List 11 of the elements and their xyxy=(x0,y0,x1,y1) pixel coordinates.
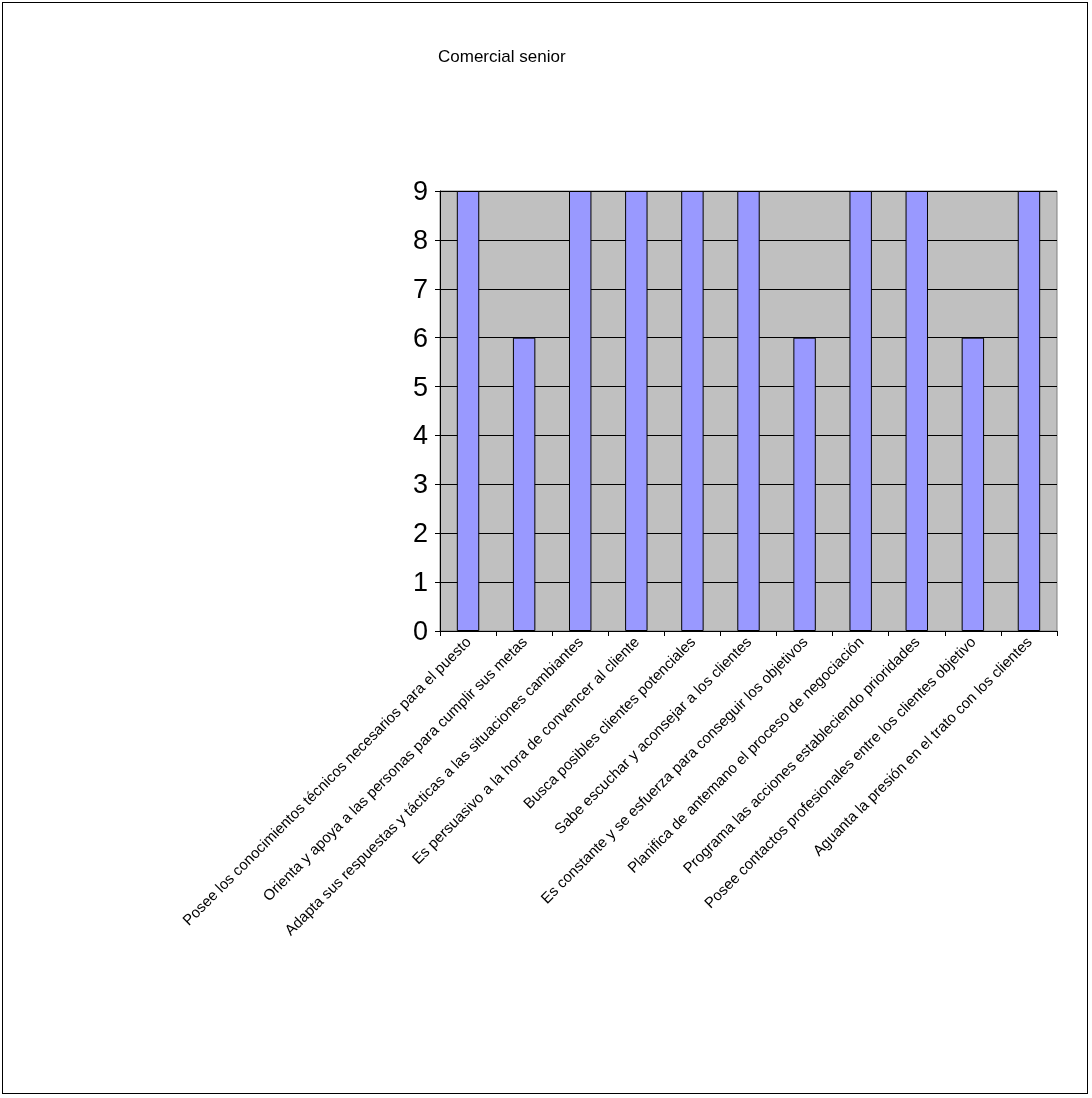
y-tick-label: 1 xyxy=(412,567,428,598)
y-tick-label: 4 xyxy=(412,420,428,451)
y-tick-label: 2 xyxy=(412,518,428,549)
y-tick-label: 5 xyxy=(412,371,428,402)
y-tick-label: 0 xyxy=(412,616,428,646)
chart-title: Comercial senior xyxy=(438,47,566,66)
y-tick-label: 7 xyxy=(412,273,428,304)
y-tick-label: 9 xyxy=(412,176,428,206)
y-tick-label: 8 xyxy=(412,224,428,255)
y-tick-label: 6 xyxy=(412,322,428,353)
y-tick-label: 3 xyxy=(412,469,428,500)
